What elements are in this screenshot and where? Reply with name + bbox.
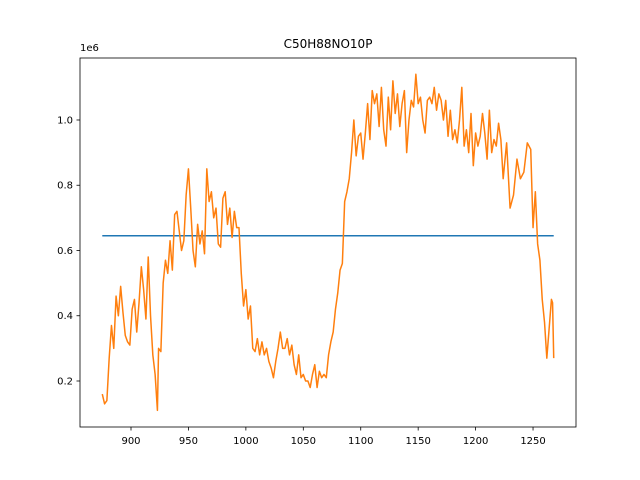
y-tick-label: 1.0 xyxy=(57,115,73,126)
series-line xyxy=(101,73,555,412)
y-tick-label: 0.6 xyxy=(57,246,73,257)
x-tick-label: 900 xyxy=(121,436,140,447)
y-tick-label: 0.2 xyxy=(57,376,73,387)
y-offset-label: 1e6 xyxy=(80,43,99,54)
x-tick-label: 1000 xyxy=(233,436,258,447)
x-tick-label: 1250 xyxy=(520,436,545,447)
x-tick-label: 950 xyxy=(179,436,198,447)
x-tick-label: 1150 xyxy=(405,436,430,447)
x-tick-label: 1100 xyxy=(348,436,373,447)
x-tick-label: 1050 xyxy=(291,436,316,447)
x-tick-label: 1200 xyxy=(463,436,488,447)
y-tick-label: 0.4 xyxy=(57,311,73,322)
plot-frame xyxy=(79,57,577,428)
y-tick-label: 0.8 xyxy=(57,181,73,192)
chart-title: C50H88NO10P xyxy=(284,37,373,51)
